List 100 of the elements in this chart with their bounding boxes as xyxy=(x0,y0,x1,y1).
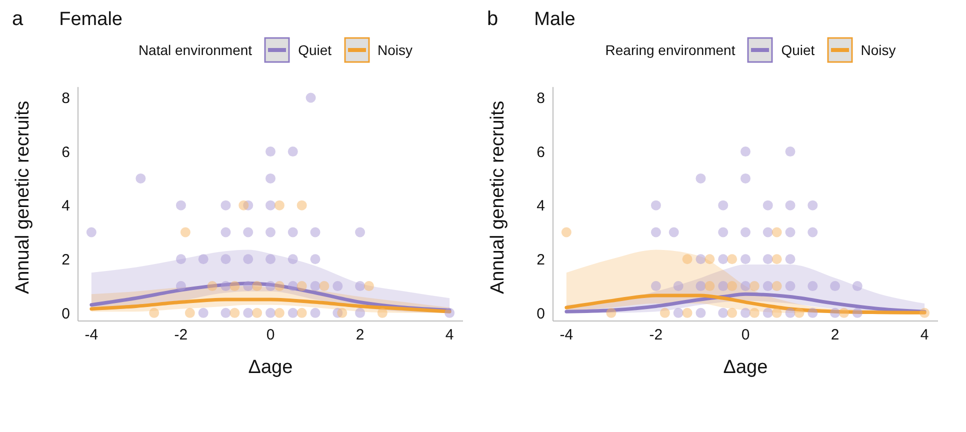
point xyxy=(740,308,750,318)
legend-title: Rearing environment xyxy=(605,42,736,58)
point xyxy=(243,308,254,318)
point xyxy=(176,281,186,292)
point xyxy=(377,308,388,318)
point xyxy=(718,200,728,210)
y-tick-label: 8 xyxy=(62,90,70,108)
point xyxy=(696,281,706,292)
x-tick-label: -4 xyxy=(84,326,98,344)
point xyxy=(176,200,186,210)
point xyxy=(220,308,231,318)
point xyxy=(266,200,276,210)
y-tick-label: 4 xyxy=(62,198,70,215)
point xyxy=(852,281,862,292)
legend-label: Quiet xyxy=(298,42,332,58)
point xyxy=(762,200,773,210)
point xyxy=(337,308,348,318)
point xyxy=(772,281,782,292)
point xyxy=(808,281,818,292)
point xyxy=(673,281,684,292)
point xyxy=(184,308,195,318)
point xyxy=(673,308,684,318)
point xyxy=(266,146,276,157)
point xyxy=(718,308,728,318)
legend-label: Noisy xyxy=(860,42,896,58)
point xyxy=(740,227,750,238)
point xyxy=(727,254,738,264)
point xyxy=(86,227,96,238)
point xyxy=(740,281,750,292)
x-tick-label: -2 xyxy=(174,326,188,344)
x-tick-label: -2 xyxy=(649,326,663,344)
point xyxy=(243,281,254,292)
point xyxy=(243,227,254,238)
point xyxy=(230,308,240,318)
legend-label: Quiet xyxy=(781,42,815,58)
point xyxy=(838,308,849,318)
point xyxy=(266,173,276,184)
point xyxy=(198,254,208,264)
point xyxy=(852,308,862,318)
x-axis-title: Δage xyxy=(723,357,768,378)
point xyxy=(920,308,930,318)
x-tick-label: 4 xyxy=(920,326,929,344)
point xyxy=(696,173,706,184)
y-tick-label: 2 xyxy=(536,251,545,268)
point xyxy=(808,308,818,318)
point xyxy=(220,200,231,210)
point xyxy=(561,227,572,238)
point xyxy=(650,227,661,238)
point xyxy=(364,281,374,292)
point xyxy=(266,227,276,238)
point xyxy=(274,281,284,292)
chart-title: Female xyxy=(59,9,122,31)
point xyxy=(207,281,218,292)
point xyxy=(606,308,616,318)
point xyxy=(830,281,840,292)
point xyxy=(682,308,692,318)
x-tick-label: 0 xyxy=(266,326,275,344)
point xyxy=(704,281,715,292)
point xyxy=(230,281,240,292)
point xyxy=(785,227,796,238)
point xyxy=(785,200,796,210)
point xyxy=(296,308,307,318)
point xyxy=(785,254,796,264)
point xyxy=(136,173,146,184)
legend-label: Noisy xyxy=(378,42,413,58)
point xyxy=(718,227,728,238)
point xyxy=(288,254,298,264)
point xyxy=(704,254,715,264)
x-tick-label: 2 xyxy=(356,326,364,344)
point xyxy=(176,254,186,264)
y-tick-label: 6 xyxy=(62,144,70,161)
point xyxy=(252,308,262,318)
point xyxy=(180,227,190,238)
point xyxy=(727,281,738,292)
y-tick-label: 6 xyxy=(536,144,545,161)
y-tick-label: 4 xyxy=(536,198,545,215)
point xyxy=(288,146,298,157)
point xyxy=(355,308,366,318)
point xyxy=(243,254,254,264)
point xyxy=(220,281,231,292)
point xyxy=(718,281,728,292)
x-tick-label: 0 xyxy=(741,326,750,344)
point xyxy=(785,146,796,157)
point xyxy=(740,146,750,157)
point xyxy=(682,254,692,264)
point xyxy=(749,308,760,318)
point xyxy=(696,254,706,264)
point xyxy=(762,308,773,318)
point xyxy=(650,281,661,292)
y-axis-title: Annual genetic recruits xyxy=(12,100,34,294)
point xyxy=(727,308,738,318)
point xyxy=(785,281,796,292)
point xyxy=(288,281,298,292)
point xyxy=(650,200,661,210)
y-tick-label: 2 xyxy=(62,251,70,268)
point xyxy=(355,227,366,238)
point xyxy=(306,92,316,103)
x-axis-title: Δage xyxy=(248,357,293,378)
point xyxy=(149,308,160,318)
point xyxy=(355,281,366,292)
